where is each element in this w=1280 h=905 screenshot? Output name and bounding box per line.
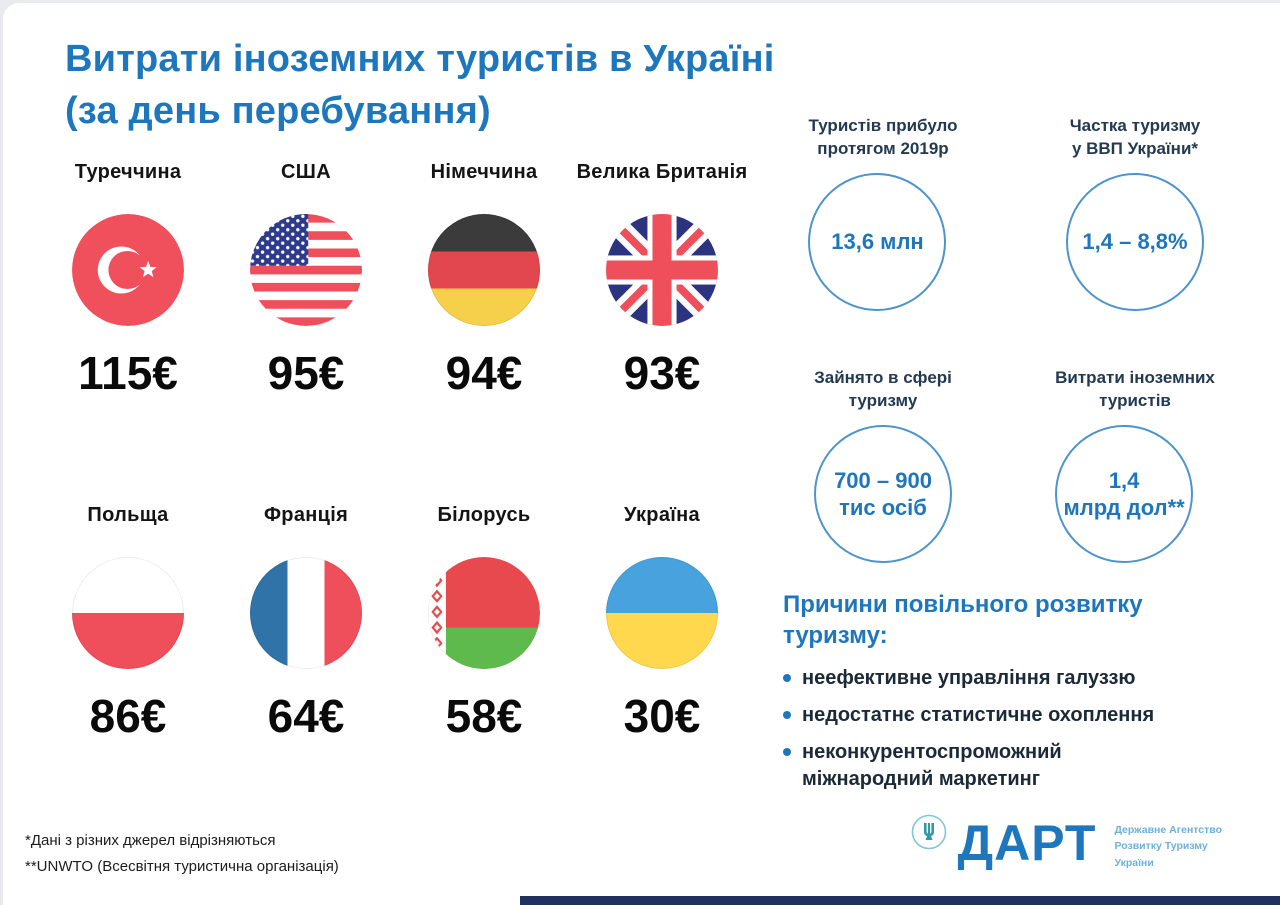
stat-circle: 1,4 млрд дол** (1055, 425, 1194, 563)
country-name: США (281, 161, 331, 183)
country-name: Німеччина (430, 161, 538, 183)
country-price: 64€ (267, 690, 345, 742)
countries-grid: Туреччина 115€ США (39, 161, 751, 743)
country-card-usa: США (250, 161, 362, 400)
country-price: 93€ (623, 347, 701, 399)
reason-item-text: неконкурентоспроможний міжнародний марке… (802, 741, 1062, 791)
turkey-flag-icon (72, 214, 184, 326)
country-name: Велика Британія (576, 161, 748, 183)
reasons-list: неефективне управління галуззю недостатн… (783, 665, 1233, 793)
usa-flag-icon (250, 214, 362, 326)
country-price: 95€ (267, 347, 345, 399)
germany-flag-icon (428, 214, 540, 326)
country-card-ukraine: Україна 30€ (606, 504, 718, 743)
country-price: 115€ (78, 347, 178, 399)
stat-circle: 1,4 – 8,8% (1066, 173, 1204, 311)
infographic-canvas: Витрати іноземних туристів в Україні (за… (3, 3, 1280, 905)
stat-value: 1,4 млрд дол** (1063, 467, 1185, 521)
country-card-belarus: Білорусь (428, 504, 540, 743)
reasons-heading: Причини повільного розвитку туризму: (783, 591, 1143, 650)
reason-item: неефективне управління галуззю (783, 665, 1233, 692)
stat-value: 1,4 – 8,8% (1082, 229, 1188, 255)
footnote-sources: *Дані з різних джерел відрізняються (25, 832, 276, 849)
stat-label: Зайнято в сфері туризму (814, 368, 952, 410)
reason-item: неконкурентоспроможний міжнародний марке… (783, 739, 1233, 793)
reason-item-text: недостатнє статистичне охоплення (802, 704, 1155, 727)
country-card-germany: Німеччина 94€ (428, 161, 540, 400)
footnote-unwto: **UNWTO (Всесвітня туристична організаці… (25, 857, 339, 875)
belarus-flag-icon (428, 557, 540, 669)
country-card-france: Франція 64€ (250, 504, 362, 743)
reason-item: недостатнє статистичне охоплення (783, 702, 1233, 729)
country-card-turkey: Туреччина 115€ (72, 161, 184, 400)
france-flag-icon (250, 557, 362, 669)
stat-value: 13,6 млн (831, 229, 924, 255)
country-name: Білорусь (437, 504, 531, 526)
stat-tourists-2019: Туристів прибуло протягом 2019р 13,6 млн (808, 115, 958, 311)
country-price: 30€ (623, 690, 701, 742)
ukraine-flag-icon (606, 557, 718, 669)
stat-value: 700 – 900 тис осіб (834, 467, 932, 521)
country-name: Франція (263, 504, 349, 526)
stat-gdp-share: Частка туризму у ВВП України* 1,4 – 8,8% (1066, 115, 1204, 311)
logo-tagline: Державне Агентство Розвитку Туризму Укра… (1114, 824, 1222, 869)
stat-foreign-spend: Витрати іноземних туристів 1,4 млрд дол*… (1055, 367, 1215, 563)
reason-item-text: неефективне управління галуззю (802, 667, 1136, 690)
reasons-section: Причини повільного розвитку туризму: нее… (783, 589, 1233, 803)
country-card-uk: Велика Британія 93€ (577, 161, 748, 400)
country-name: Україна (624, 504, 700, 526)
bottom-accent-bar (520, 896, 1280, 905)
bullet-dot-icon (783, 748, 791, 757)
country-price: 58€ (445, 690, 523, 742)
country-card-poland: Польща 86€ (72, 504, 184, 743)
tryzub-icon (911, 814, 947, 855)
country-name: Туреччина (74, 161, 182, 183)
stat-label: Частка туризму у ВВП України* (1069, 116, 1201, 158)
country-price: 86€ (89, 690, 167, 742)
stat-label: Туристів прибуло протягом 2019р (808, 116, 958, 158)
key-stats: Туристів прибуло протягом 2019р 13,6 млн… (769, 115, 1249, 563)
logo-name: ДАРТ (957, 815, 1097, 872)
stat-circle: 700 – 900 тис осіб (814, 425, 952, 563)
footnotes: *Дані з різних джерел відрізняються **UN… (25, 828, 339, 879)
country-name: Польща (87, 504, 169, 526)
dart-logo: ДАРТ Державне Агентство Розвитку Туризму… (911, 814, 1222, 871)
page-title: Витрати іноземних туристів в Україні (за… (65, 38, 775, 133)
uk-flag-icon (606, 214, 718, 326)
stat-label: Витрати іноземних туристів (1055, 368, 1215, 410)
country-price: 94€ (445, 347, 523, 399)
stat-employment: Зайнято в сфері туризму 700 – 900 тис ос… (814, 367, 952, 563)
bullet-dot-icon (783, 674, 791, 683)
stat-circle: 13,6 млн (808, 173, 947, 311)
poland-flag-icon (72, 557, 184, 669)
bullet-dot-icon (783, 711, 791, 720)
